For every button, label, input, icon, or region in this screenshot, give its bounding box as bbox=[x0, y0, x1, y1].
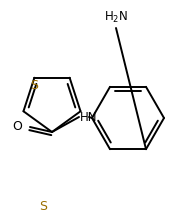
Text: O: O bbox=[12, 121, 22, 133]
Text: S: S bbox=[39, 201, 47, 213]
Text: H$_2$N: H$_2$N bbox=[104, 10, 128, 25]
Text: S: S bbox=[30, 79, 38, 92]
Text: HN: HN bbox=[80, 111, 97, 124]
